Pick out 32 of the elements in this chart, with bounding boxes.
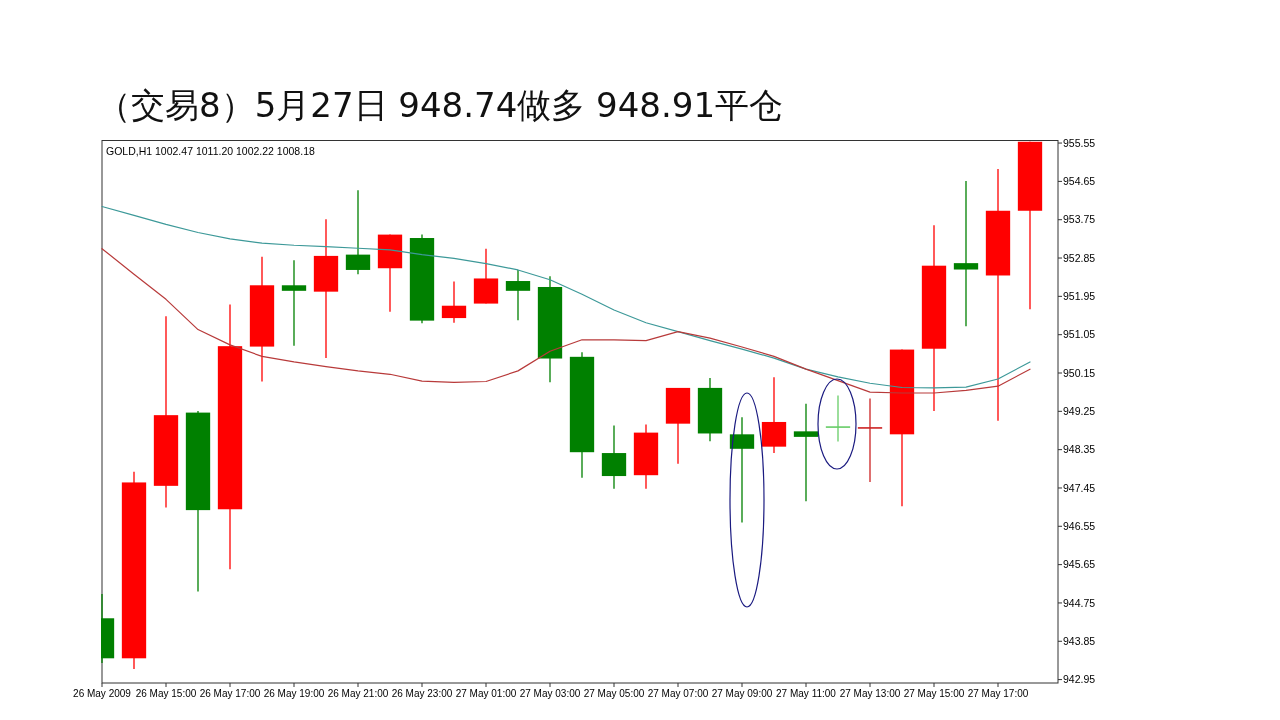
x-tick-label: 27 May 17:00 (967, 688, 1029, 699)
y-tick-label: 952.85 (1063, 251, 1096, 264)
y-tick-label: 951.05 (1063, 328, 1096, 341)
y-tick-label: 942.95 (1063, 673, 1096, 686)
y-tick-label: 951.95 (1063, 289, 1096, 302)
x-tick-label: 27 May 11:00 (776, 688, 837, 699)
y-tick-label: 944.75 (1063, 596, 1096, 609)
x-tick-label: 26 May 15:00 (135, 688, 197, 699)
y-tick-label: 949.25 (1063, 404, 1096, 417)
y-tick-label: 955.55 (1063, 136, 1096, 149)
y-tick-label: 946.55 (1063, 519, 1096, 532)
y-tick-label: 954.65 (1063, 174, 1096, 187)
x-tick-label: 27 May 15:00 (903, 688, 965, 699)
x-tick-label: 26 May 23:00 (391, 688, 453, 699)
x-tick-label: 27 May 13:00 (839, 688, 901, 699)
y-tick-label: 948.35 (1063, 443, 1096, 456)
x-tick-label: 26 May 2009 (73, 688, 132, 699)
x-tick-label: 26 May 21:00 (327, 688, 389, 699)
x-tick-label: 26 May 19:00 (263, 688, 325, 699)
title: （交易8）5月27日 948.74做多 948.91平仓 (97, 85, 784, 125)
y-tick-label: 947.45 (1063, 481, 1096, 494)
x-tick-label: 27 May 05:00 (583, 688, 645, 699)
x-tick-label: 27 May 07:00 (647, 688, 709, 699)
x-tick-label: 26 May 17:00 (199, 688, 261, 699)
y-tick-label: 943.85 (1063, 634, 1096, 647)
x-tick-label: 27 May 09:00 (711, 688, 773, 699)
x-tick-label: 27 May 03:00 (519, 688, 581, 699)
annotation: GOLD,H1 1002.47 1011.20 1002.22 1008.18 (106, 144, 315, 157)
y-tick-label: 950.15 (1063, 366, 1096, 379)
y-tick-label: 953.75 (1063, 213, 1096, 226)
y-tick-label: 945.65 (1063, 558, 1096, 571)
x-tick-label: 27 May 01:00 (455, 688, 517, 699)
